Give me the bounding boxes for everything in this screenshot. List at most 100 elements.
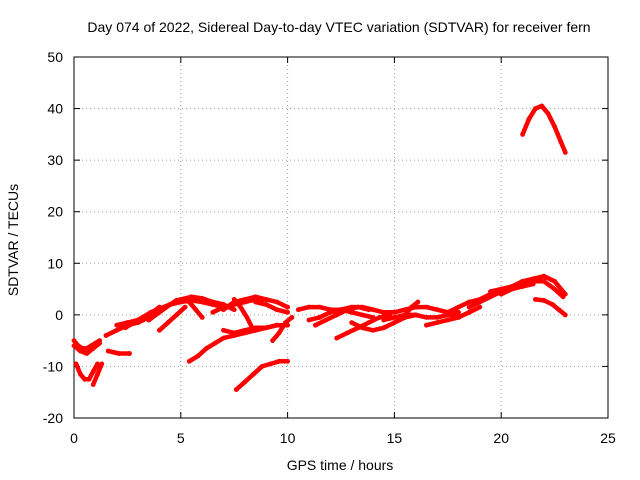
x-tick-label: 0	[70, 430, 78, 446]
data-point	[174, 298, 179, 303]
data-point	[533, 297, 538, 302]
y-tick-label: 40	[47, 101, 63, 117]
data-point	[242, 297, 248, 302]
data-point	[334, 335, 340, 341]
data-point	[221, 327, 226, 333]
data-point	[409, 304, 414, 310]
data-point	[456, 315, 461, 320]
y-tick-label: 50	[47, 49, 63, 65]
data-point	[349, 320, 355, 325]
data-point	[274, 299, 280, 305]
x-tick-label: 15	[387, 430, 403, 446]
data-point	[541, 278, 547, 284]
data-point	[413, 312, 419, 318]
data-point	[80, 346, 85, 351]
data-point	[424, 304, 429, 310]
y-tick-label: 20	[47, 204, 63, 220]
data-point	[167, 302, 173, 307]
data-point	[84, 351, 90, 356]
data-point	[381, 317, 387, 323]
data-point	[327, 309, 333, 315]
data-point	[78, 371, 83, 377]
data-point	[251, 327, 256, 333]
data-point	[73, 361, 79, 367]
data-point	[221, 307, 226, 313]
grid-lines	[74, 57, 608, 418]
series-arc-33	[533, 297, 568, 318]
data-point	[182, 304, 188, 310]
data-point	[526, 116, 532, 122]
data-point	[558, 139, 564, 145]
y-tick-label: 0	[55, 307, 63, 323]
data-point	[131, 320, 137, 325]
data-point	[360, 325, 365, 331]
data-point	[165, 320, 171, 325]
data-point	[140, 315, 145, 320]
data-series	[71, 103, 568, 392]
data-point	[552, 278, 557, 284]
data-point	[174, 312, 179, 318]
data-point	[103, 333, 109, 338]
data-point	[274, 307, 280, 313]
data-point	[370, 327, 376, 333]
data-point	[199, 315, 205, 320]
data-point	[105, 348, 111, 354]
data-point	[268, 361, 273, 367]
data-point	[550, 302, 555, 307]
data-point	[345, 307, 350, 313]
data-point	[355, 304, 361, 310]
data-point	[212, 340, 218, 346]
data-point	[562, 291, 568, 297]
series-arc-19	[253, 299, 290, 315]
data-point	[186, 299, 192, 305]
data-point	[424, 315, 429, 320]
data-point	[313, 322, 318, 328]
data-point	[238, 304, 244, 310]
data-point	[221, 335, 226, 341]
data-point	[204, 346, 209, 351]
data-point	[456, 309, 461, 315]
data-point	[434, 307, 440, 313]
data-point	[562, 312, 568, 318]
data-point	[90, 369, 96, 374]
data-point	[556, 307, 562, 313]
data-point	[186, 358, 192, 364]
data-point	[552, 286, 557, 292]
data-point	[95, 361, 100, 367]
x-tick-label: 5	[177, 430, 185, 446]
data-point	[509, 286, 515, 292]
axis-ticks: 0 5 10 15 20 25 -20 -10 0 10 20 30 40 50	[43, 49, 616, 446]
data-point	[263, 297, 269, 302]
data-point	[466, 304, 472, 310]
data-point	[231, 330, 237, 336]
data-point	[231, 307, 237, 313]
data-point	[231, 297, 237, 302]
x-tick-label: 25	[600, 430, 616, 446]
data-point	[84, 346, 90, 351]
data-point	[263, 302, 269, 307]
data-point	[377, 315, 382, 320]
data-point	[488, 294, 493, 300]
data-point	[274, 322, 280, 328]
data-point	[276, 330, 282, 336]
data-point	[189, 294, 194, 300]
y-tick-label: -20	[43, 410, 63, 426]
data-point	[251, 371, 256, 377]
data-point	[541, 273, 547, 279]
data-point	[99, 361, 105, 367]
data-point	[477, 299, 483, 305]
data-point	[242, 379, 248, 385]
data-point	[539, 103, 545, 109]
series-arc-11	[157, 304, 188, 333]
data-point	[360, 312, 365, 318]
data-point	[488, 289, 493, 294]
data-point	[424, 322, 429, 328]
data-point	[498, 291, 504, 297]
data-point	[323, 317, 329, 323]
plot-frame	[73, 56, 609, 419]
data-point	[562, 150, 568, 155]
data-point	[366, 320, 372, 325]
data-point	[97, 338, 102, 343]
data-point	[434, 315, 440, 320]
